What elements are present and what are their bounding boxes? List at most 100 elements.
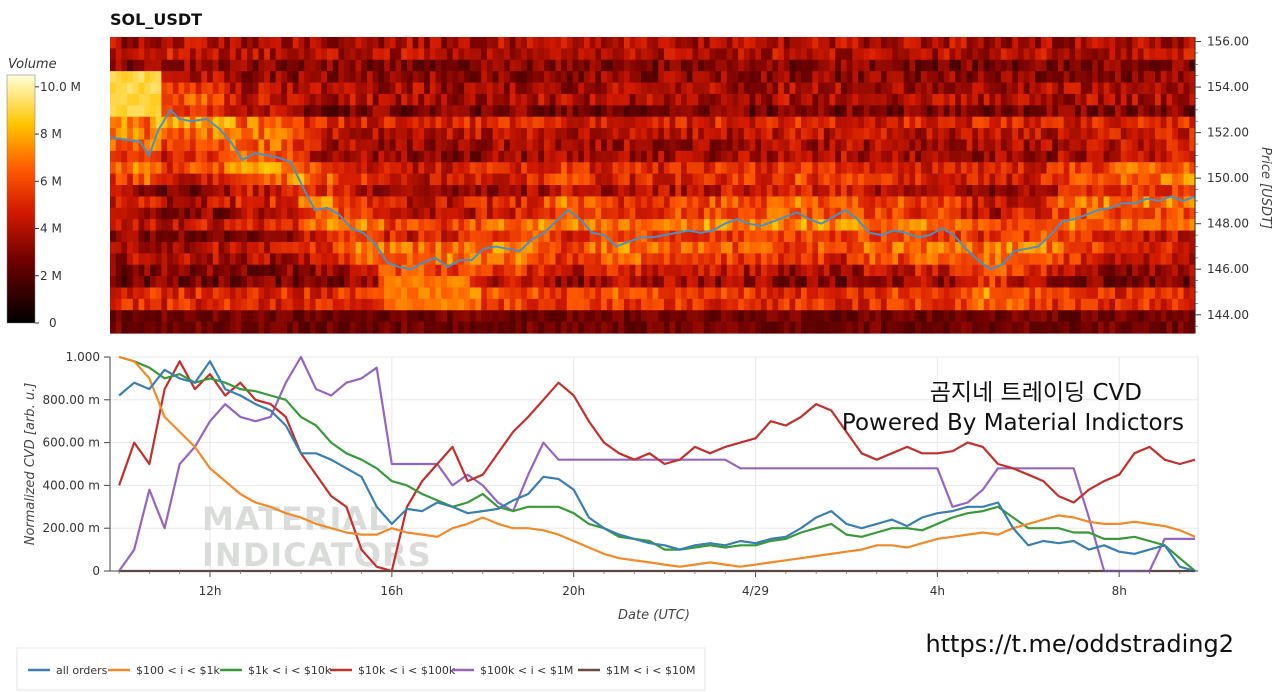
heatmap-cell — [652, 196, 659, 209]
heatmap-cell — [721, 298, 728, 311]
heatmap-cell — [686, 150, 694, 163]
heatmap-cell — [167, 37, 174, 49]
heatmap-cell — [418, 196, 425, 209]
heatmap-cell — [606, 241, 614, 254]
heatmap-cell — [509, 173, 517, 186]
heatmap-cell — [772, 241, 779, 254]
colorbar-tick-label: 4 M — [40, 222, 62, 236]
heatmap-cell — [372, 207, 379, 220]
heatmap-cell — [269, 48, 277, 61]
heatmap-cell — [349, 173, 357, 186]
heatmap-cell — [252, 264, 260, 277]
heatmap-cell — [863, 82, 871, 95]
heatmap-cell — [1075, 128, 1082, 141]
heatmap-cell — [344, 185, 351, 197]
heatmap-cell — [144, 298, 151, 311]
heatmap-cell — [446, 276, 454, 289]
heatmap-cell — [1149, 48, 1156, 61]
heatmap-cell — [1103, 253, 1110, 266]
heatmap-cell — [783, 241, 791, 254]
heatmap-cell — [1057, 264, 1065, 277]
heatmap-cell — [743, 196, 751, 209]
heatmap-cell — [321, 139, 328, 152]
heatmap-cell — [481, 71, 488, 84]
heatmap-cell — [498, 196, 505, 209]
heatmap-cell — [418, 185, 425, 197]
heatmap-cell — [618, 139, 625, 152]
heatmap-cell — [646, 71, 654, 84]
heatmap-cell — [218, 196, 225, 209]
heatmap-cell — [915, 298, 922, 311]
heatmap-cell — [161, 310, 168, 323]
heatmap-cell — [709, 150, 716, 163]
heatmap-cell — [549, 37, 557, 49]
heatmap-cell — [1115, 207, 1122, 220]
heatmap-cell — [1166, 264, 1173, 277]
heatmap-cell — [1109, 264, 1116, 277]
heatmap-cell — [846, 298, 853, 311]
heatmap-cell — [818, 298, 825, 311]
heatmap-cell — [349, 139, 357, 152]
heatmap-cell — [932, 230, 939, 243]
heatmap-cell — [675, 298, 682, 311]
heatmap-cell — [709, 207, 716, 220]
heatmap-cell — [835, 253, 842, 266]
heatmap-cell — [1137, 230, 1145, 243]
heatmap-cell — [800, 173, 808, 186]
heatmap-cell — [629, 105, 636, 118]
heatmap-cell — [738, 48, 745, 61]
heatmap-cell — [1075, 116, 1082, 129]
heatmap-cell — [332, 173, 340, 186]
heatmap-cell — [201, 298, 208, 311]
heatmap-cell — [789, 310, 796, 323]
heatmap-cell — [612, 298, 619, 311]
heatmap-cell — [955, 93, 962, 106]
heatmap-cell — [681, 116, 688, 129]
heatmap-cell — [509, 241, 517, 254]
heatmap-cell — [983, 82, 991, 95]
heatmap-cell — [909, 241, 916, 254]
heatmap-cell — [663, 162, 671, 175]
heatmap-cell — [338, 71, 345, 84]
heatmap-cell — [207, 173, 214, 186]
heatmap-cell — [504, 219, 511, 232]
heatmap-cell — [966, 196, 973, 209]
heatmap-cell — [715, 93, 722, 106]
heatmap-cell — [840, 162, 848, 175]
heatmap-cell — [915, 207, 922, 220]
heatmap-cell — [669, 241, 676, 254]
heatmap-cell — [201, 128, 208, 141]
heatmap-cell — [715, 321, 722, 334]
heatmap-cell — [504, 321, 511, 334]
heatmap-cell — [412, 185, 419, 197]
heatmap-cell — [858, 287, 865, 300]
heatmap-cell — [155, 71, 162, 84]
heatmap-cell — [115, 321, 123, 334]
heatmap-cell — [681, 253, 688, 266]
heatmap-cell — [332, 310, 340, 323]
heatmap-cell — [898, 321, 905, 334]
heatmap-cell — [766, 207, 774, 220]
heatmap-cell — [840, 37, 848, 49]
heatmap-cell — [1172, 241, 1179, 254]
heatmap-cell — [469, 173, 477, 186]
heatmap-cell — [446, 116, 454, 129]
heatmap-cell — [504, 59, 511, 72]
heatmap-cell — [949, 207, 956, 220]
heatmap-cell — [435, 196, 442, 209]
heatmap-cell — [932, 162, 939, 175]
heatmap-cell — [481, 219, 488, 232]
heatmap-cell — [823, 310, 831, 323]
heatmap-cell — [858, 321, 865, 334]
heatmap-cell — [115, 162, 123, 175]
heatmap-cell — [1097, 139, 1105, 152]
heatmap-cell — [995, 219, 1002, 232]
heatmap-cell — [761, 207, 768, 220]
heatmap-cell — [1000, 287, 1008, 300]
heatmap-cell — [703, 219, 711, 232]
heatmap-cell — [441, 116, 448, 129]
heatmap-cell — [189, 207, 197, 220]
heatmap-cell — [498, 93, 505, 106]
heatmap-cell — [178, 173, 185, 186]
heatmap-cell — [515, 196, 522, 209]
